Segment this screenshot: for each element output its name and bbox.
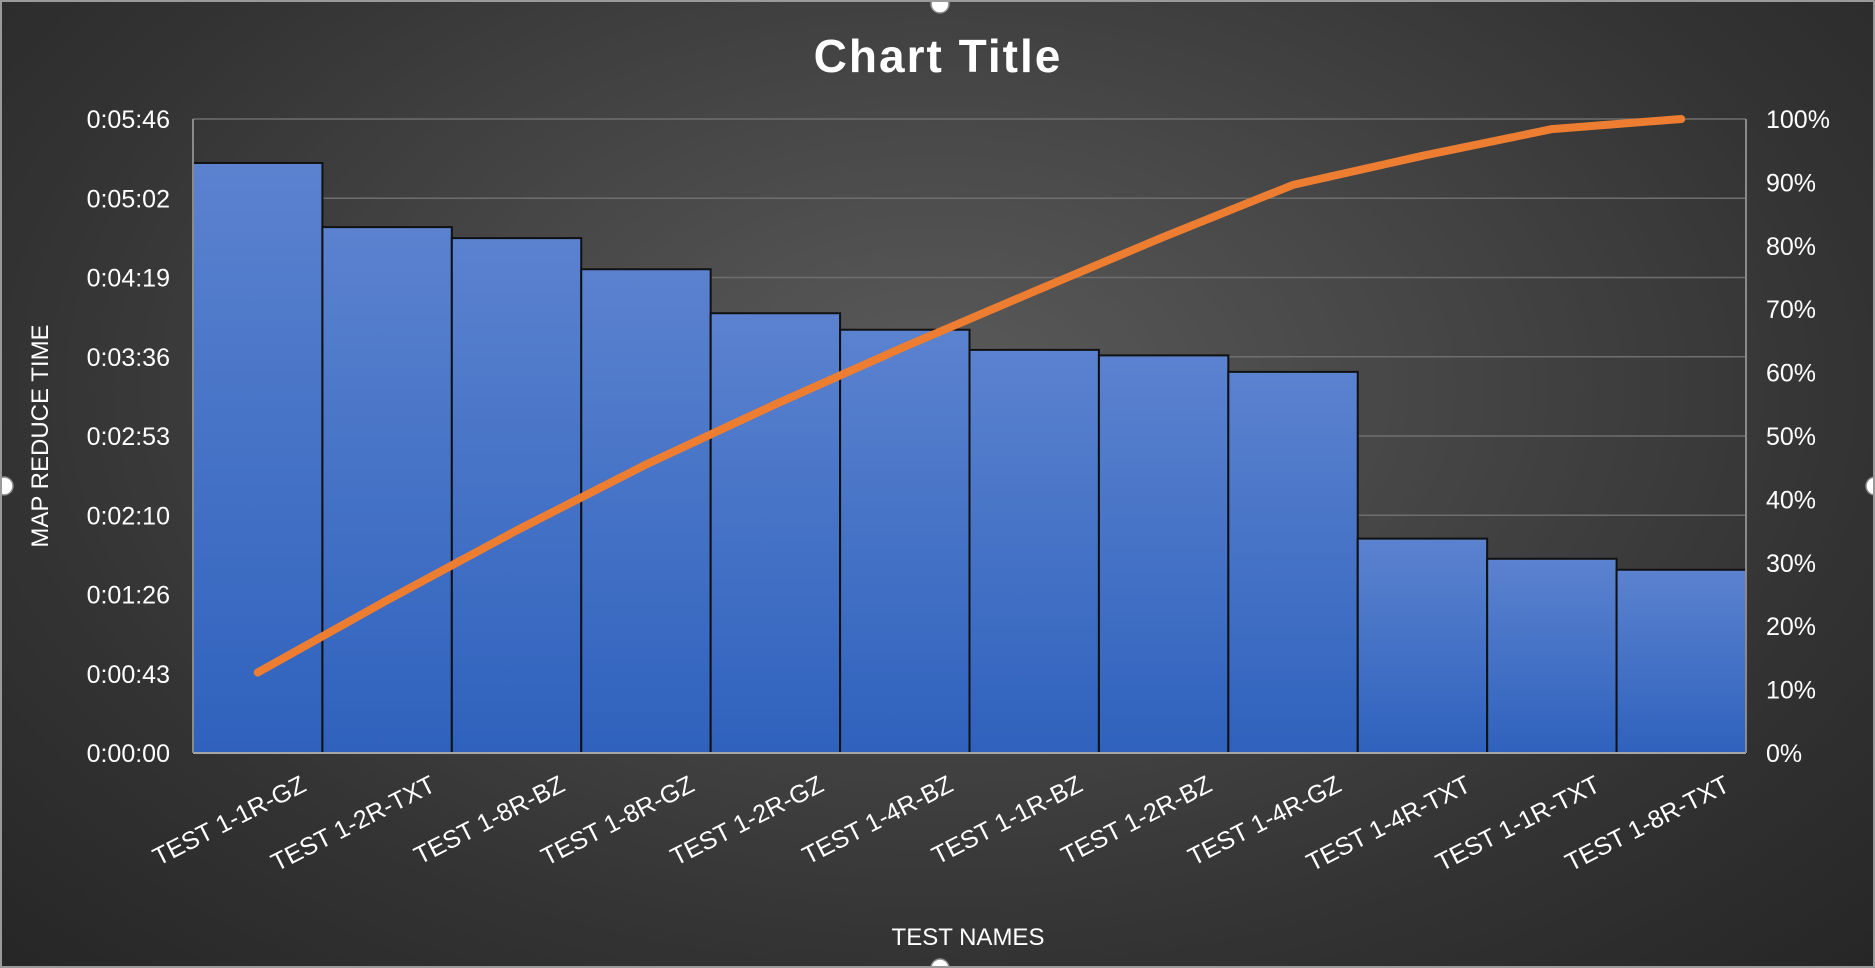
left-tick-label: 0:05:46 xyxy=(87,106,170,134)
bar[interactable] xyxy=(192,161,324,755)
y-axis-title[interactable]: MAP REDUCE TIME xyxy=(27,324,54,547)
bar[interactable] xyxy=(968,348,1100,754)
bar[interactable] xyxy=(1356,537,1489,755)
left-tick-label: 0:03:36 xyxy=(87,344,170,372)
left-tick-label: 0:00:00 xyxy=(87,740,170,768)
bar[interactable] xyxy=(1227,370,1359,754)
resize-handle-bottom[interactable] xyxy=(930,958,950,968)
left-tick-label: 0:02:10 xyxy=(87,502,170,530)
bar[interactable] xyxy=(450,237,583,754)
bar[interactable] xyxy=(839,328,971,754)
left-tick-label: 0:02:53 xyxy=(87,423,170,451)
right-tick-label: 0% xyxy=(1766,740,1802,768)
resize-handle-right[interactable] xyxy=(1865,476,1875,496)
chart-title[interactable]: Chart Title xyxy=(814,30,1063,82)
bar[interactable] xyxy=(321,226,453,755)
right-tick-label: 60% xyxy=(1766,360,1816,388)
resize-handle-top[interactable] xyxy=(930,2,950,14)
bar[interactable] xyxy=(1615,568,1748,754)
right-tick-label: 40% xyxy=(1766,486,1816,514)
left-tick-label: 0:05:02 xyxy=(87,185,170,213)
right-tick-label: 50% xyxy=(1766,423,1816,451)
bar[interactable] xyxy=(580,268,712,754)
left-tick-label: 0:00:43 xyxy=(87,661,170,689)
left-axis-tick-labels: 0:00:00 0:00:43 0:01:26 0:02:10 0:02:53 0:03:… xyxy=(87,106,170,768)
right-tick-label: 80% xyxy=(1766,233,1816,261)
right-tick-label: 20% xyxy=(1766,613,1816,641)
right-tick-label: 70% xyxy=(1766,296,1816,324)
left-tick-label: 0:01:26 xyxy=(87,582,170,610)
x-axis-title[interactable]: TEST NAMES xyxy=(892,924,1045,951)
left-tick-label: 0:04:19 xyxy=(87,265,170,293)
axes xyxy=(192,119,1747,754)
cumulative-percent-line[interactable] xyxy=(253,115,1686,677)
right-tick-label: 10% xyxy=(1766,677,1816,705)
bar[interactable] xyxy=(1486,557,1618,755)
bar[interactable] xyxy=(709,312,842,754)
bar[interactable] xyxy=(1097,354,1230,754)
right-axis-tick-labels: 0% 10% 20% 30% 40% 50% 60% 70% 80% 90% 100% xyxy=(1766,106,1830,768)
cumulative-line xyxy=(253,115,1686,677)
resize-handle-left[interactable] xyxy=(2,476,14,496)
bars xyxy=(192,161,1748,755)
right-tick-label: 100% xyxy=(1766,106,1830,134)
right-tick-label: 90% xyxy=(1766,169,1816,197)
right-tick-label: 30% xyxy=(1766,550,1816,578)
